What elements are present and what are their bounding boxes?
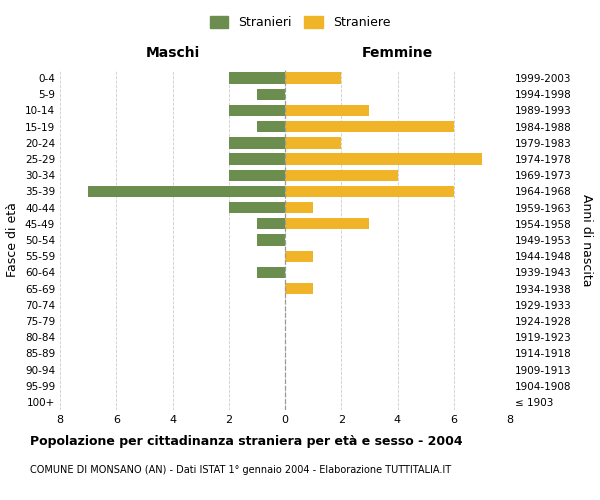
Bar xyxy=(88,186,285,197)
Bar xyxy=(229,202,285,213)
Bar xyxy=(257,266,285,278)
Text: COMUNE DI MONSANO (AN) - Dati ISTAT 1° gennaio 2004 - Elaborazione TUTTITALIA.IT: COMUNE DI MONSANO (AN) - Dati ISTAT 1° g… xyxy=(30,465,451,475)
Text: Popolazione per cittadinanza straniera per età e sesso - 2004: Popolazione per cittadinanza straniera p… xyxy=(30,435,463,448)
Bar xyxy=(285,218,370,230)
Bar xyxy=(285,137,341,148)
Text: Femmine: Femmine xyxy=(362,46,433,60)
Bar xyxy=(257,121,285,132)
Bar xyxy=(285,121,454,132)
Bar xyxy=(285,154,482,164)
Bar xyxy=(285,250,313,262)
Bar xyxy=(229,137,285,148)
Bar xyxy=(285,170,398,181)
Y-axis label: Anni di nascita: Anni di nascita xyxy=(580,194,593,286)
Legend: Stranieri, Straniere: Stranieri, Straniere xyxy=(205,11,395,34)
Bar xyxy=(229,154,285,164)
Bar xyxy=(285,72,341,84)
Bar xyxy=(285,186,454,197)
Bar xyxy=(257,234,285,246)
Y-axis label: Fasce di età: Fasce di età xyxy=(7,202,19,278)
Bar xyxy=(229,105,285,116)
Bar xyxy=(229,72,285,84)
Text: Maschi: Maschi xyxy=(145,46,200,60)
Bar xyxy=(257,218,285,230)
Bar xyxy=(229,170,285,181)
Bar xyxy=(285,105,370,116)
Bar xyxy=(285,283,313,294)
Bar xyxy=(257,88,285,100)
Bar xyxy=(285,202,313,213)
